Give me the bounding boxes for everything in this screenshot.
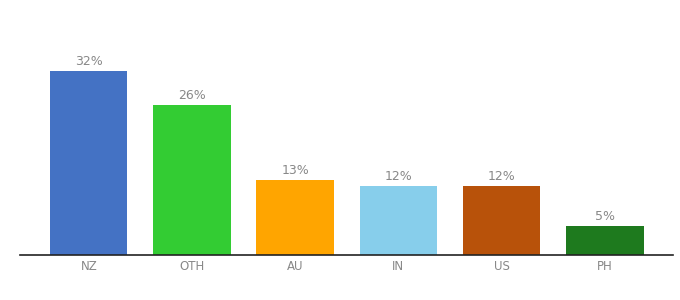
Text: 13%: 13% [282,164,309,177]
Bar [360,186,437,255]
Text: 5%: 5% [595,210,615,223]
Bar [50,70,127,255]
Bar [566,226,643,255]
Bar [256,180,334,255]
Text: 12%: 12% [384,170,412,183]
Bar [463,186,541,255]
Text: 32%: 32% [75,55,103,68]
Text: 12%: 12% [488,170,515,183]
Bar [153,105,231,255]
Text: 26%: 26% [178,89,206,102]
